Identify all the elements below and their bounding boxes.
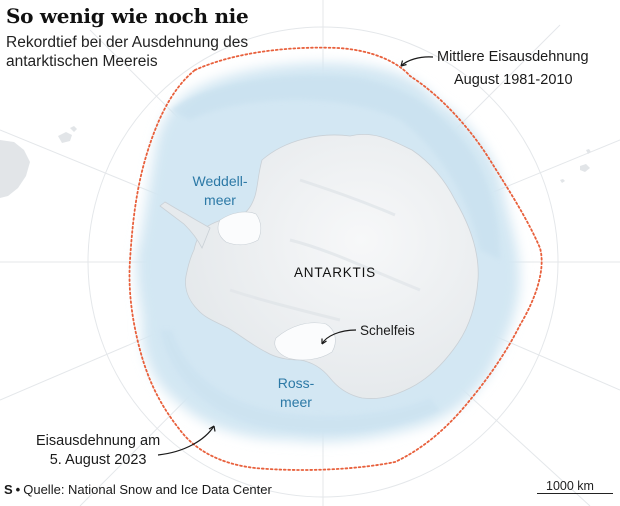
distant-landmasses xyxy=(0,126,591,198)
ross-sea-label: Ross- meer xyxy=(277,375,315,410)
scale-label: 1000 km xyxy=(546,479,594,493)
ice-shelf-label: Schelfeis xyxy=(360,323,415,338)
source-text: Quelle: National Snow and Ice Data Cente… xyxy=(23,482,272,497)
annotation-arrows xyxy=(157,56,434,456)
island xyxy=(560,179,565,183)
island xyxy=(580,164,590,172)
page-subtitle: Rekordtief bei der Ausdehnung des antark… xyxy=(6,34,249,70)
scale-bar xyxy=(537,493,613,494)
publisher-logo: S xyxy=(4,482,13,497)
antarctica-continent xyxy=(159,134,479,399)
current-extent-arrow xyxy=(157,425,215,456)
mean-extent-1981-2010-line xyxy=(128,46,543,471)
mean-extent-arrow xyxy=(400,56,434,67)
source-credit: S • Quelle: National Snow and Ice Data C… xyxy=(4,482,272,497)
island xyxy=(70,126,77,132)
ross-ice-shelf xyxy=(274,322,336,361)
island xyxy=(58,132,72,143)
mean-extent-label: Mittlere Eisausdehnung August 1981-2010 xyxy=(437,49,589,88)
page-title: So wenig wie noch nie xyxy=(6,4,249,28)
weddell-ice-shelf xyxy=(217,211,262,246)
antarctica-label: ANTARKTIS xyxy=(294,265,376,280)
island xyxy=(586,149,591,154)
ice-shelf-arrow xyxy=(321,329,357,345)
current-extent-label: Eisausdehnung am 5. August 2023 xyxy=(36,433,161,468)
weddell-sea-label: Weddell- meer xyxy=(192,173,248,208)
south-america-tip xyxy=(0,140,30,198)
